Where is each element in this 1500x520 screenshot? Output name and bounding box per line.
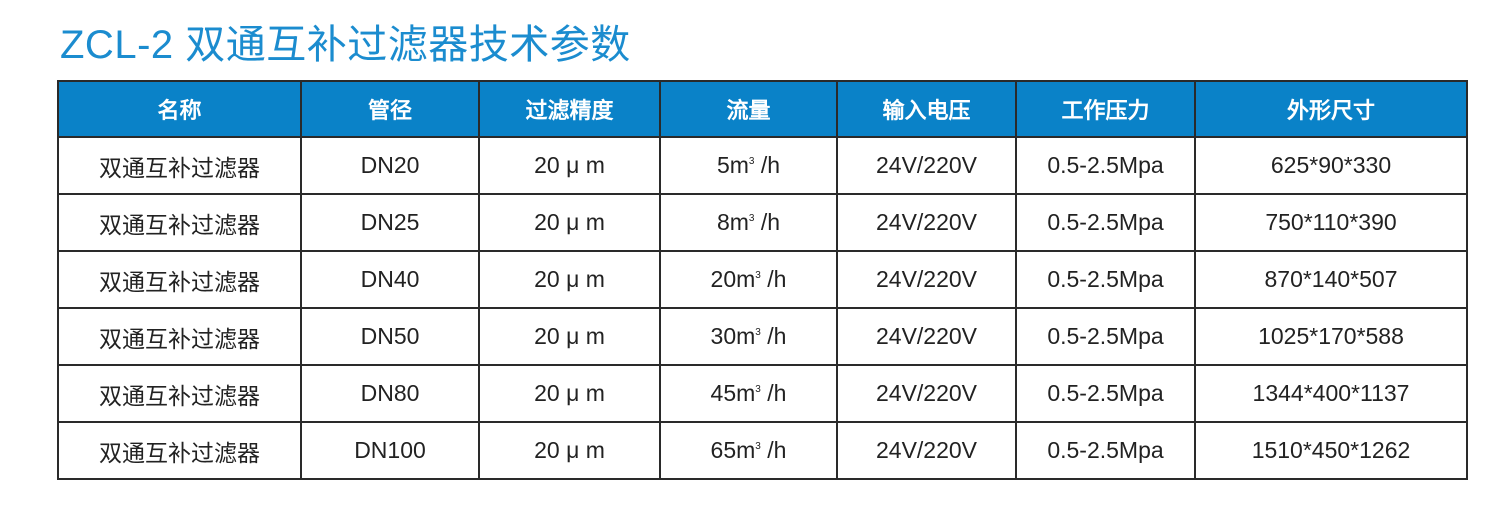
flow-value: 30m <box>710 323 756 349</box>
cell-dn: DN25 <box>300 193 480 252</box>
cell-name: 双通互补过滤器 <box>57 250 302 309</box>
cell-name: 双通互补过滤器 <box>57 193 302 252</box>
flow-superscript: 3 <box>755 327 761 338</box>
cell-dn: DN20 <box>300 136 480 195</box>
header-pressure: 工作压力 <box>1015 80 1196 138</box>
cell-name: 双通互补过滤器 <box>57 364 302 423</box>
flow-superscript: 3 <box>748 156 755 167</box>
header-voltage: 输入电压 <box>836 80 1017 138</box>
cell-flow: 65m3 /h <box>659 421 838 480</box>
table-row: 双通互补过滤器 DN20 20 μ m 5m3 /h 24V/220V 0.5-2.5Mp… <box>57 136 1468 195</box>
flow-superscript: 3 <box>755 441 761 452</box>
spec-table: 名称 管径 过滤精度 流量 输入电压 工作压力 外形尺寸 双通互补过滤器 DN20… <box>57 80 1468 480</box>
cell-size: 1025*170*588 <box>1194 307 1468 366</box>
flow-value: 20m <box>710 266 756 292</box>
header-flow: 流量 <box>659 80 838 138</box>
cell-size: 1344*400*1137 <box>1194 364 1468 423</box>
cell-size: 1510*450*1262 <box>1194 421 1468 480</box>
flow-superscript: 3 <box>748 213 755 224</box>
flow-unit: /h <box>760 209 781 235</box>
cell-flow: 20m3 /h <box>659 250 838 309</box>
flow-unit: /h <box>767 266 787 292</box>
header-precision: 过滤精度 <box>478 80 661 138</box>
cell-dn: DN80 <box>300 364 480 423</box>
flow-value: 65m <box>710 437 756 463</box>
cell-voltage: 24V/220V <box>836 193 1017 252</box>
cell-name: 双通互补过滤器 <box>57 136 302 195</box>
cell-size: 870*140*507 <box>1194 250 1468 309</box>
flow-superscript: 3 <box>755 270 761 281</box>
flow-unit: /h <box>767 437 787 463</box>
cell-voltage: 24V/220V <box>836 421 1017 480</box>
cell-pressure: 0.5-2.5Mpa <box>1015 421 1196 480</box>
cell-voltage: 24V/220V <box>836 250 1017 309</box>
cell-name: 双通互补过滤器 <box>57 421 302 480</box>
table-row: 双通互补过滤器 DN80 20 μ m 45m3 /h 24V/220V 0.5-2.5M… <box>57 364 1468 423</box>
header-size: 外形尺寸 <box>1194 80 1468 138</box>
cell-precision: 20 μ m <box>478 307 661 366</box>
cell-precision: 20 μ m <box>478 136 661 195</box>
cell-flow: 30m3 /h <box>659 307 838 366</box>
cell-pressure: 0.5-2.5Mpa <box>1015 136 1196 195</box>
flow-unit: /h <box>767 380 787 406</box>
cell-voltage: 24V/220V <box>836 136 1017 195</box>
flow-superscript: 3 <box>755 384 761 395</box>
cell-dn: DN100 <box>300 421 480 480</box>
cell-pressure: 0.5-2.5Mpa <box>1015 250 1196 309</box>
cell-flow: 45m3 /h <box>659 364 838 423</box>
table-row: 双通互补过滤器 DN40 20 μ m 20m3 /h 24V/220V 0.5-2.5M… <box>57 250 1468 309</box>
flow-value: 5m <box>716 152 749 178</box>
cell-dn: DN40 <box>300 250 480 309</box>
table-row: 双通互补过滤器 DN25 20 μ m 8m3 /h 24V/220V 0.5-2.5Mp… <box>57 193 1468 252</box>
cell-name: 双通互补过滤器 <box>57 307 302 366</box>
header-name: 名称 <box>57 80 302 138</box>
flow-value: 45m <box>710 380 756 406</box>
table-header-row: 名称 管径 过滤精度 流量 输入电压 工作压力 外形尺寸 <box>57 80 1468 138</box>
page-title: ZCL-2 双通互补过滤器技术参数 <box>60 23 631 67</box>
flow-unit: /h <box>760 152 781 178</box>
cell-pressure: 0.5-2.5Mpa <box>1015 193 1196 252</box>
cell-size: 625*90*330 <box>1194 136 1468 195</box>
cell-size: 750*110*390 <box>1194 193 1468 252</box>
table-row: 双通互补过滤器 DN50 20 μ m 30m3 /h 24V/220V 0.5-2.5M… <box>57 307 1468 366</box>
table-row: 双通互补过滤器 DN100 20 μ m 65m3 /h 24V/220V 0.5-2.5… <box>57 421 1468 480</box>
header-dn: 管径 <box>300 80 480 138</box>
cell-flow: 8m3 /h <box>659 193 838 252</box>
cell-precision: 20 μ m <box>478 364 661 423</box>
cell-pressure: 0.5-2.5Mpa <box>1015 364 1196 423</box>
cell-flow: 5m3 /h <box>659 136 838 195</box>
cell-precision: 20 μ m <box>478 421 661 480</box>
cell-voltage: 24V/220V <box>836 364 1017 423</box>
flow-value: 8m <box>716 209 749 235</box>
cell-dn: DN50 <box>300 307 480 366</box>
cell-voltage: 24V/220V <box>836 307 1017 366</box>
flow-unit: /h <box>767 323 787 349</box>
cell-precision: 20 μ m <box>478 250 661 309</box>
cell-precision: 20 μ m <box>478 193 661 252</box>
cell-pressure: 0.5-2.5Mpa <box>1015 307 1196 366</box>
